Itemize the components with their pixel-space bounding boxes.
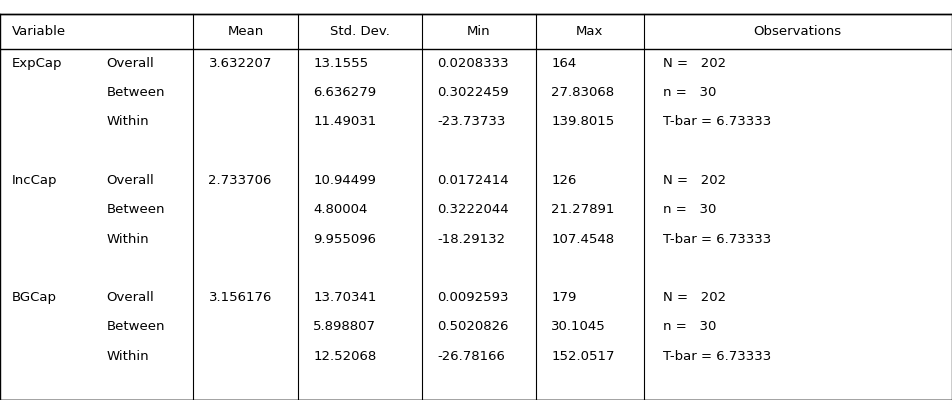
Text: 5.898807: 5.898807	[313, 320, 376, 333]
Text: Overall: Overall	[107, 57, 154, 70]
Text: n =   30: n = 30	[663, 203, 716, 216]
Text: 3.632207: 3.632207	[208, 57, 272, 70]
Text: 13.1555: 13.1555	[313, 57, 368, 70]
Text: 152.0517: 152.0517	[551, 350, 615, 363]
Text: 0.0208333: 0.0208333	[437, 57, 508, 70]
Text: N =   202: N = 202	[663, 174, 725, 187]
Text: Within: Within	[107, 116, 149, 128]
Text: -23.73733: -23.73733	[437, 116, 506, 128]
Text: 21.27891: 21.27891	[551, 203, 615, 216]
Text: BGCap: BGCap	[11, 291, 56, 304]
Text: 126: 126	[551, 174, 577, 187]
Text: 11.49031: 11.49031	[313, 116, 376, 128]
Text: 12.52068: 12.52068	[313, 350, 376, 363]
Text: -26.78166: -26.78166	[437, 350, 505, 363]
Text: 179: 179	[551, 291, 577, 304]
Text: 0.0092593: 0.0092593	[437, 291, 508, 304]
Text: 139.8015: 139.8015	[551, 116, 614, 128]
Text: IncCap: IncCap	[11, 174, 57, 187]
Text: 4.80004: 4.80004	[313, 203, 367, 216]
Text: N =   202: N = 202	[663, 57, 725, 70]
Text: T-bar = 6.73333: T-bar = 6.73333	[663, 116, 771, 128]
Text: Between: Between	[107, 320, 165, 333]
Text: n =   30: n = 30	[663, 320, 716, 333]
Text: 0.0172414: 0.0172414	[437, 174, 508, 187]
Text: Observations: Observations	[754, 25, 842, 38]
Text: 2.733706: 2.733706	[208, 174, 272, 187]
Text: Between: Between	[107, 86, 165, 99]
Text: 10.94499: 10.94499	[313, 174, 376, 187]
Text: Max: Max	[576, 25, 604, 38]
Text: T-bar = 6.73333: T-bar = 6.73333	[663, 232, 771, 246]
Text: Variable: Variable	[11, 25, 66, 38]
Text: Overall: Overall	[107, 174, 154, 187]
Text: 6.636279: 6.636279	[313, 86, 376, 99]
Text: 0.3222044: 0.3222044	[437, 203, 508, 216]
Text: 0.3022459: 0.3022459	[437, 86, 508, 99]
Text: n =   30: n = 30	[663, 86, 716, 99]
Text: 13.70341: 13.70341	[313, 291, 377, 304]
Text: Within: Within	[107, 232, 149, 246]
Text: 164: 164	[551, 57, 577, 70]
Text: ExpCap: ExpCap	[11, 57, 62, 70]
Text: -18.29132: -18.29132	[437, 232, 506, 246]
Text: Min: Min	[467, 25, 490, 38]
Text: 9.955096: 9.955096	[313, 232, 376, 246]
Text: Within: Within	[107, 350, 149, 363]
Text: 3.156176: 3.156176	[208, 291, 272, 304]
Text: 30.1045: 30.1045	[551, 320, 606, 333]
Text: T-bar = 6.73333: T-bar = 6.73333	[663, 350, 771, 363]
Text: Overall: Overall	[107, 291, 154, 304]
Text: 27.83068: 27.83068	[551, 86, 614, 99]
Text: Mean: Mean	[228, 25, 264, 38]
Text: 0.5020826: 0.5020826	[437, 320, 508, 333]
Text: Std. Dev.: Std. Dev.	[330, 25, 389, 38]
Text: Between: Between	[107, 203, 165, 216]
Text: N =   202: N = 202	[663, 291, 725, 304]
Text: 107.4548: 107.4548	[551, 232, 614, 246]
